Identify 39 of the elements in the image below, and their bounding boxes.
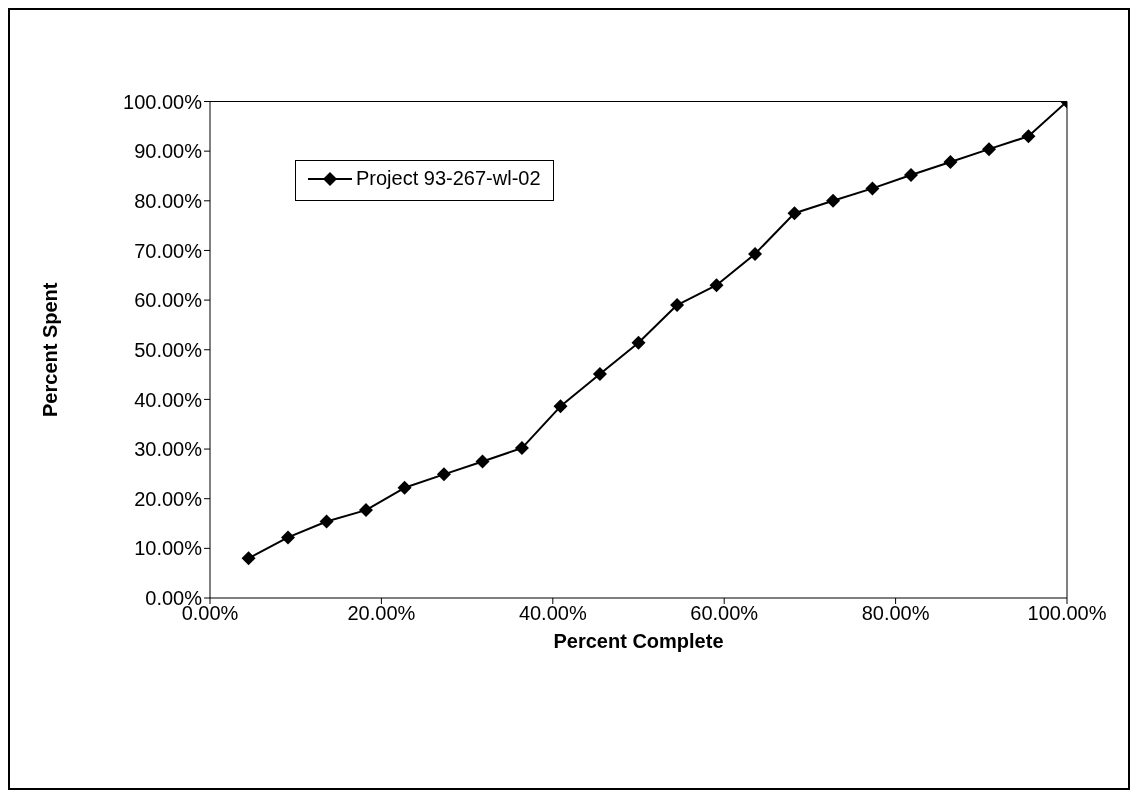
point [553, 399, 568, 414]
point [865, 181, 880, 196]
y-tick-label: 30.00% [134, 438, 203, 461]
point [280, 530, 295, 545]
x-tick-label: 60.00% [690, 602, 759, 625]
point [592, 367, 607, 382]
x-tick-label: 80.00% [861, 602, 930, 625]
point [475, 454, 490, 469]
point [514, 441, 529, 456]
point [943, 155, 958, 170]
point [904, 167, 919, 182]
y-tick-label: 10.00% [134, 537, 203, 560]
point [631, 335, 646, 350]
point [1021, 129, 1036, 144]
legend-label: Project 93-267-wl-02 [356, 167, 541, 190]
point [787, 206, 802, 221]
point [670, 298, 685, 313]
y-tick-label: 70.00% [134, 239, 203, 262]
point [826, 193, 841, 208]
y-tick-label: 20.00% [134, 487, 203, 510]
x-axis-title: Percent Complete [553, 630, 724, 653]
x-tick-label: 20.00% [347, 602, 416, 625]
y-tick-label: 90.00% [134, 140, 203, 163]
y-tick-label: 80.00% [134, 189, 203, 212]
point [397, 480, 412, 495]
point [358, 503, 373, 518]
y-tick-label: 100.00% [123, 90, 203, 113]
point [241, 551, 256, 566]
x-tick-label: 40.00% [518, 602, 587, 625]
y-tick-label: 40.00% [134, 388, 203, 411]
y-tick-label: 60.00% [134, 289, 203, 312]
point [709, 278, 724, 293]
x-tick-label: 100.00% [1027, 602, 1107, 625]
point [982, 142, 997, 157]
point [319, 514, 334, 529]
point [748, 246, 763, 261]
y-tick-label: 50.00% [134, 338, 203, 361]
point [436, 467, 451, 482]
y-axis-title: Percent Spent [39, 282, 62, 417]
